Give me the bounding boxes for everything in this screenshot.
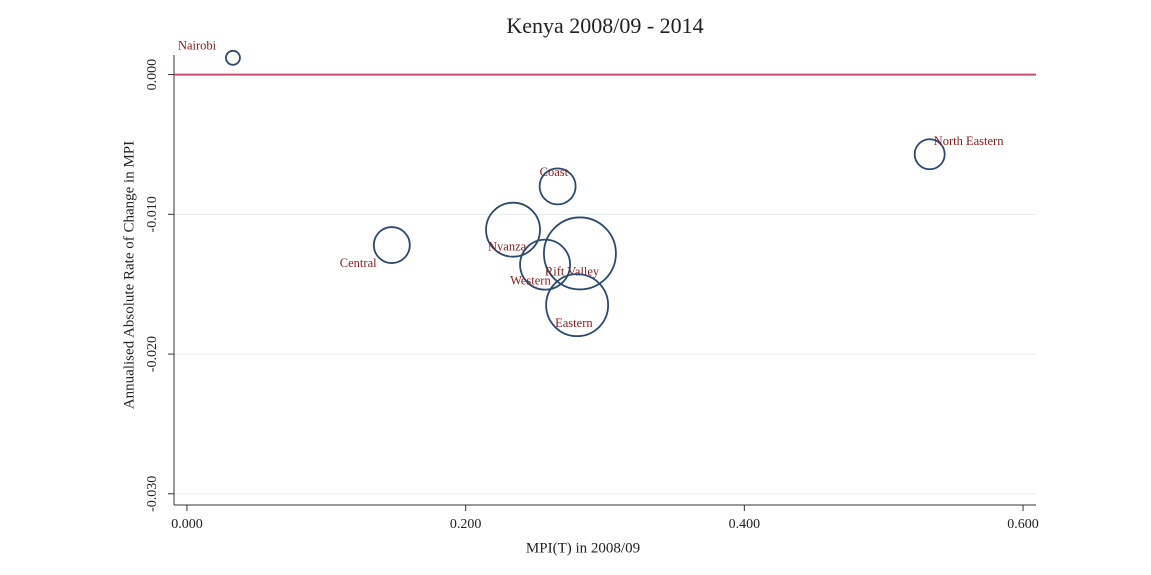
y-tick-label: 0.000 [145, 59, 160, 91]
y-tick-label: -0.030 [145, 476, 160, 512]
chart-title: Kenya 2008/09 - 2014 [506, 13, 703, 38]
point-label: Nyanza [488, 240, 527, 254]
point-label: Nairobi [178, 39, 217, 53]
bubble [372, 226, 411, 264]
point-label: Central [340, 256, 377, 270]
x-axis-title: MPI(T) in 2008/09 [526, 540, 640, 556]
y-tick-label: -0.020 [145, 336, 160, 372]
x-tick-label: 0.200 [450, 517, 482, 532]
point-label: North Eastern [934, 134, 1005, 148]
point-label: Rift Valley [545, 264, 600, 278]
y-axis-title: Annualised Absolute Rate of Change in MP… [121, 141, 137, 409]
x-tick-label: 0.600 [1007, 517, 1039, 532]
bubble [545, 273, 610, 338]
bubble [913, 138, 946, 171]
bubble [543, 216, 617, 291]
point-label: Eastern [555, 316, 593, 330]
bubble [538, 167, 577, 206]
bubble [519, 238, 571, 291]
point-label: Western [510, 274, 551, 288]
x-tick-label: 0.000 [171, 517, 203, 532]
point-label: Coast [540, 165, 569, 179]
bubble [485, 201, 541, 258]
y-tick-label: -0.010 [145, 196, 160, 232]
bubble [225, 49, 241, 66]
x-tick-label: 0.400 [729, 517, 761, 532]
